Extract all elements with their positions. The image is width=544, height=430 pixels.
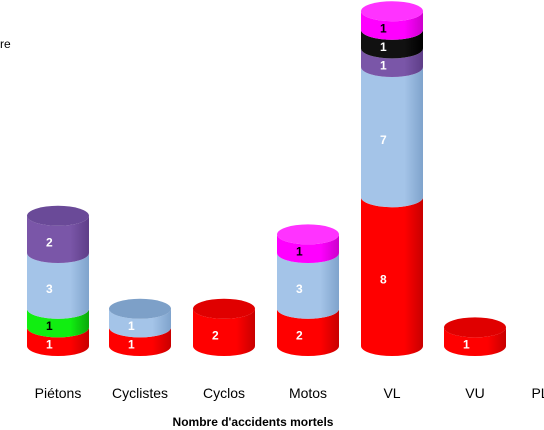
data-label: 1 [296,245,303,259]
bar-segment [27,253,89,319]
data-label: 2 [296,328,303,342]
bar-top-cap [27,205,89,226]
bar-segment [361,11,423,40]
bar-segment [109,308,171,338]
data-label: 1 [380,59,387,73]
bar-segment [361,48,423,77]
legend-fragment: re [0,37,11,51]
data-label: 3 [46,282,53,296]
data-label: 1 [128,338,135,352]
category-label: Piétons [35,385,82,401]
category-labels: Piétons Cyclistes Cyclos Motos VL VU PL [35,385,544,401]
data-label: 8 [380,273,387,287]
category-label: PL [531,385,544,401]
bar-segment [27,327,89,356]
data-label: 1 [463,338,470,352]
data-label: 1 [46,319,53,333]
data-label: 1 [46,338,53,352]
bars-group: 1 1 3 2 1 1 2 2 3 1 8 7 1 1 1 1 [27,1,506,356]
data-label: 2 [46,235,53,249]
bar-top-cap [109,298,171,319]
bar-segment [193,308,255,356]
data-label: 2 [212,328,219,342]
bar-segment [27,215,89,263]
category-label: VL [383,385,400,401]
bar-segment [277,308,339,356]
data-label: 7 [380,133,387,147]
category-label: Motos [289,385,327,401]
bar-segment [277,234,339,263]
bar-top-cap [444,317,506,338]
x-axis-title: Nombre d'accidents mortels [173,415,334,429]
bar-segment [277,253,339,319]
bar-segment [27,308,89,338]
bar-top-cap [193,298,255,319]
bar-top-cap [277,224,339,245]
bar-segment [361,67,423,208]
data-label: 1 [128,319,135,333]
bar-segment [444,327,506,356]
bar-segment [361,197,423,356]
data-label: 1 [380,40,387,54]
category-label: Cyclistes [112,385,168,401]
data-label: 1 [380,22,387,36]
category-label: Cyclos [203,385,245,401]
bar-top-cap [361,1,423,22]
bar-segment [109,327,171,356]
bar-segment [361,29,423,59]
category-label: VU [465,385,484,401]
data-label: 3 [296,282,303,296]
